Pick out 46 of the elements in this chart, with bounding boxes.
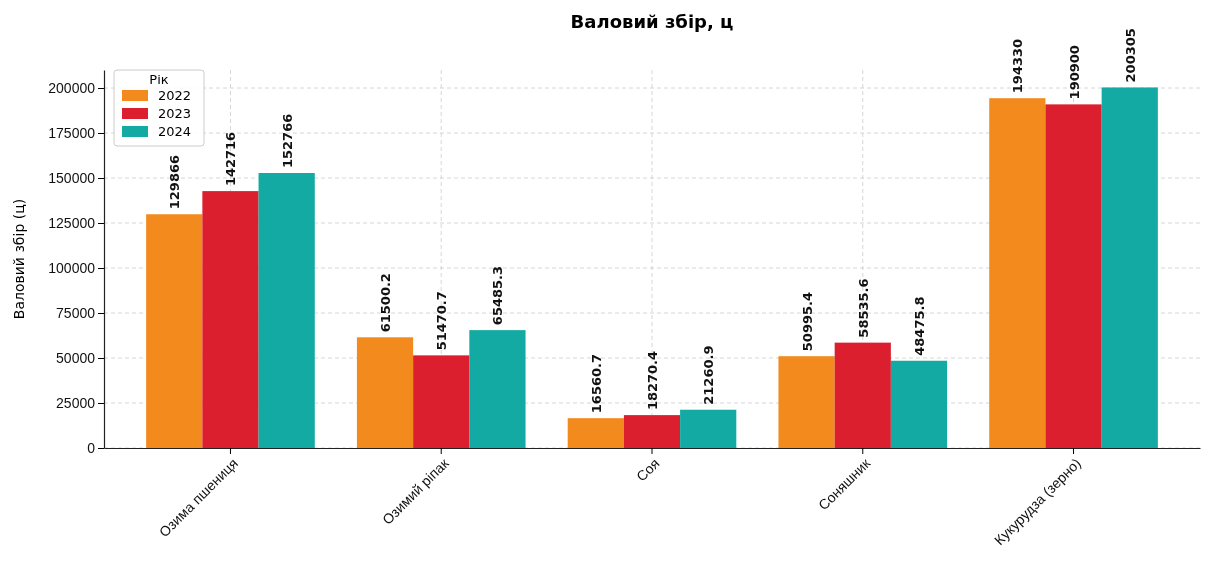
data-label: 190900 [1066, 45, 1082, 100]
y-tick-label: 200000 [48, 79, 96, 96]
bar [413, 355, 470, 448]
data-label: 51470.7 [434, 291, 450, 351]
data-label: 142716 [223, 131, 239, 187]
bar [469, 330, 526, 448]
data-label: 129866 [167, 154, 183, 210]
data-label: 194330 [1010, 38, 1026, 94]
bar [989, 98, 1046, 448]
bar [680, 409, 737, 448]
data-label: 61500.2 [378, 273, 394, 333]
data-label: 16560.7 [588, 353, 604, 414]
y-tick-label: 25000 [56, 394, 96, 411]
bar [890, 360, 948, 448]
data-label: 48475.8 [911, 296, 927, 356]
bar [1101, 87, 1158, 448]
data-label: 50995.4 [799, 291, 815, 352]
bar [834, 342, 891, 448]
legend-label: 2024 [158, 124, 192, 139]
bar [567, 418, 624, 448]
data-label: 65485.3 [490, 265, 506, 326]
legend-label: 2023 [158, 106, 192, 121]
bar [623, 415, 681, 448]
bar [146, 214, 203, 448]
legend-title: Рік [149, 72, 169, 87]
y-axis-title: Валовий збір (ц) [11, 198, 27, 320]
data-label: 152766 [279, 113, 295, 169]
y-tick-label: 125000 [48, 214, 96, 231]
bar [778, 356, 835, 448]
bar [258, 173, 315, 448]
y-tick-label: 175000 [48, 124, 96, 141]
data-label: 58535.6 [855, 278, 871, 338]
data-label: 21260.9 [701, 345, 717, 405]
y-tick-label: 0 [87, 439, 96, 456]
chart-title: Валовий збір, ц [570, 11, 734, 32]
y-tick-label: 100000 [48, 259, 96, 276]
bar [1045, 104, 1102, 448]
bar [356, 337, 414, 448]
data-label: 200305 [1122, 28, 1138, 83]
y-tick-label: 75000 [56, 304, 96, 321]
y-tick-label: 50000 [56, 349, 96, 366]
bar [202, 191, 259, 448]
x-tick-label: Соя [633, 455, 663, 485]
legend-label: 2022 [158, 88, 192, 103]
y-tick-label: 150000 [48, 169, 96, 186]
data-label: 18270.4 [645, 350, 660, 411]
